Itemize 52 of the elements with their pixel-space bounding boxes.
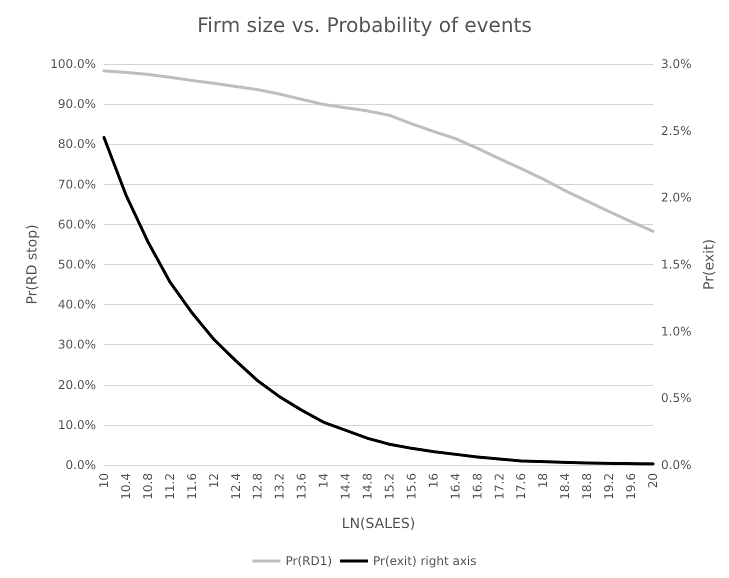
x-tick-label: 16 (426, 473, 440, 488)
y-tick-label: 40.0% (58, 298, 96, 312)
y-tick-label: 80.0% (58, 137, 96, 152)
y2-tick-label: 2.5% (661, 124, 692, 138)
y-tick-label: 50.0% (58, 258, 96, 272)
x-tick-label: 17.2 (492, 473, 506, 500)
y-tick-label: 10.0% (58, 418, 96, 432)
y-tick-label: 60.0% (58, 217, 96, 232)
y2-axis-title: Pr(exit) (701, 239, 718, 290)
x-tick-label: 16.4 (448, 473, 462, 500)
x-tick-label: 19.2 (602, 473, 616, 500)
y2-tick-label: 1.5% (661, 258, 692, 272)
y2-tick-label: 3.0% (661, 57, 692, 71)
line-series (102, 69, 654, 233)
x-tick-label: 11.6 (184, 473, 199, 500)
y2-tick-label: 0.5% (661, 391, 692, 406)
y-tick-label: 20.0% (58, 378, 96, 392)
y2-tick-label: 1.0% (661, 324, 692, 338)
x-tick-label: 13.6 (294, 473, 309, 500)
legend-label: Pr(exit) right axis (373, 554, 477, 568)
x-tick-label: 13.2 (272, 473, 287, 500)
x-tick-label: 12.8 (250, 473, 265, 500)
y2-tick-label: 0.0% (661, 458, 692, 472)
x-tick-label: 10.4 (118, 473, 133, 500)
x-tick-label: 10 (97, 473, 111, 488)
x-tick-label: 11.2 (162, 473, 177, 500)
x-tick-label: 14.8 (360, 473, 375, 500)
y-tick-label: 0.0% (66, 458, 96, 472)
x-tick-label: 18 (536, 473, 550, 488)
x-tick-label: 19.6 (624, 473, 638, 500)
x-tick-label: 12 (206, 473, 221, 488)
x-axis-title: LN(SALES) (342, 516, 416, 532)
x-tick-label: 18.8 (580, 473, 594, 500)
x-tick-label: 15.6 (404, 473, 418, 500)
y2-tick-label: 2.0% (661, 190, 692, 205)
y-tick-label: 90.0% (58, 97, 96, 112)
y-tick-label: 70.0% (58, 177, 96, 192)
legend-label: Pr(RD1) (285, 554, 332, 568)
line-series (102, 136, 654, 466)
x-tick-label: 14 (316, 473, 331, 488)
x-tick-label: 12.4 (228, 473, 243, 500)
x-tick-label: 17.6 (514, 473, 528, 500)
y-tick-label: 30.0% (58, 338, 96, 352)
x-tick-label: 20 (646, 473, 660, 488)
y-axis-title: Pr(RD stop) (24, 224, 40, 305)
x-tick-label: 10.8 (140, 473, 155, 500)
x-tick-label: 16.8 (470, 473, 484, 500)
y-tick-label: 100.0% (50, 57, 96, 71)
x-tick-label: 14.4 (338, 473, 353, 500)
x-tick-label: 15.2 (382, 473, 396, 500)
chart-title: Firm size vs. Probability of events (197, 13, 532, 37)
x-tick-label: 18.4 (558, 473, 572, 500)
